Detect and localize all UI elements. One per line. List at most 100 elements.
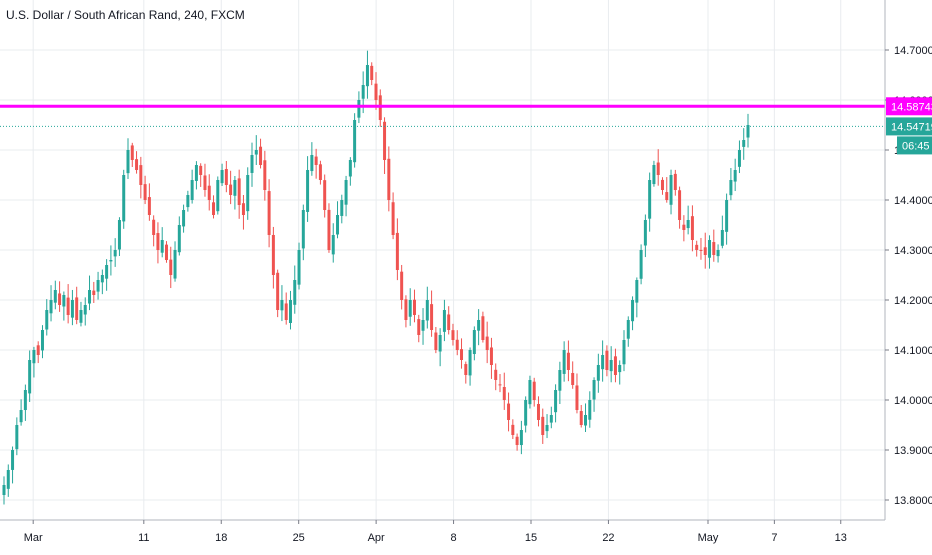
price-tick-label: 14.30000 bbox=[894, 245, 932, 257]
candle-body bbox=[152, 219, 156, 235]
candle-body bbox=[340, 200, 344, 216]
candle-body bbox=[477, 320, 481, 331]
candle-body bbox=[220, 170, 224, 184]
candle-body bbox=[314, 156, 318, 165]
candle-body bbox=[207, 185, 211, 200]
last-price-label: 14.54719 bbox=[891, 121, 932, 133]
level-layer bbox=[0, 104, 885, 127]
candle-body bbox=[519, 430, 523, 446]
resistance-price-badge bbox=[886, 97, 932, 116]
candle-body bbox=[259, 146, 263, 165]
candle-body bbox=[126, 150, 130, 174]
candle-body bbox=[246, 175, 250, 212]
candle-body bbox=[626, 320, 630, 339]
candle-body bbox=[357, 100, 361, 118]
candle-body bbox=[216, 180, 220, 212]
candle-body bbox=[631, 300, 635, 322]
price-tick-label: 14.00000 bbox=[894, 395, 932, 407]
time-tick-label: 18 bbox=[215, 532, 227, 544]
candle-body bbox=[494, 369, 498, 380]
chart-title: U.S. Dollar / South African Rand, 240, F… bbox=[6, 8, 245, 22]
candle-body bbox=[32, 350, 36, 364]
candle-body bbox=[682, 224, 686, 230]
candle-body bbox=[370, 65, 374, 80]
candle-body bbox=[79, 310, 83, 323]
candle-body bbox=[353, 120, 357, 163]
candle-body bbox=[280, 300, 284, 311]
candle-body bbox=[135, 159, 139, 170]
candle-body bbox=[678, 190, 682, 220]
candle-body bbox=[545, 425, 549, 432]
candle-body bbox=[584, 415, 588, 426]
candle-body bbox=[177, 225, 181, 253]
candle-body bbox=[665, 192, 669, 200]
candle-body bbox=[75, 297, 79, 320]
candle-body bbox=[28, 360, 32, 394]
candle-body bbox=[562, 350, 566, 374]
time-tick-label: 8 bbox=[451, 532, 457, 544]
candle-body bbox=[19, 410, 23, 423]
time-tick-label: Apr bbox=[368, 532, 385, 544]
candle-body bbox=[139, 165, 143, 185]
candle-body bbox=[156, 233, 160, 250]
countdown-badge bbox=[897, 136, 932, 155]
candle-body bbox=[434, 332, 438, 350]
candle-body bbox=[447, 314, 451, 330]
candle-body bbox=[566, 352, 570, 370]
candle-body bbox=[88, 290, 92, 304]
candle-body bbox=[212, 202, 216, 215]
candle-body bbox=[288, 300, 292, 323]
candle-body bbox=[742, 140, 746, 147]
candle-body bbox=[639, 250, 643, 279]
candle-body bbox=[601, 355, 605, 370]
candle-body bbox=[374, 83, 378, 100]
candle-body bbox=[605, 350, 609, 370]
candle-body bbox=[331, 235, 335, 255]
candle-body bbox=[301, 210, 305, 249]
candle-body bbox=[49, 300, 53, 314]
candle-body bbox=[673, 173, 677, 190]
candle-body bbox=[83, 305, 87, 315]
candle-body bbox=[451, 330, 455, 340]
candle-body bbox=[391, 202, 395, 235]
candle-body bbox=[164, 244, 168, 260]
candle-body bbox=[464, 364, 468, 375]
candle-body bbox=[511, 424, 515, 435]
candle-body bbox=[502, 387, 506, 400]
price-tick-label: 14.20000 bbox=[894, 295, 932, 307]
candle-body bbox=[53, 290, 57, 303]
candle-body bbox=[117, 220, 121, 250]
candle-body bbox=[613, 356, 617, 375]
candle-body bbox=[669, 175, 673, 205]
candle-body bbox=[425, 300, 429, 321]
candle-body bbox=[237, 178, 241, 205]
candle-body bbox=[173, 250, 177, 279]
candle-body bbox=[699, 249, 703, 251]
time-axis[interactable]: Mar 11 18 25 Apr 8 15 22 May 7 13 bbox=[24, 520, 847, 544]
candle-body bbox=[58, 293, 62, 305]
candle-body bbox=[297, 250, 301, 285]
candle-body bbox=[541, 416, 545, 435]
countdown-label: 06:45 bbox=[902, 140, 930, 152]
candle-body bbox=[241, 203, 245, 215]
price-tick-label: 14.10000 bbox=[894, 345, 932, 357]
candle-body bbox=[558, 370, 562, 391]
candle-body bbox=[536, 403, 540, 420]
candle-body bbox=[306, 170, 310, 212]
candle-body bbox=[695, 244, 699, 250]
candle-body bbox=[442, 310, 446, 332]
time-tick-label: 11 bbox=[138, 532, 149, 544]
candle-body bbox=[408, 300, 412, 317]
candle-body bbox=[327, 209, 331, 250]
candle-body bbox=[199, 165, 203, 175]
candle-body bbox=[460, 349, 464, 360]
candle-body bbox=[725, 200, 729, 232]
candle-body bbox=[229, 184, 233, 195]
candle-body bbox=[412, 299, 416, 315]
candle-body bbox=[592, 380, 596, 400]
time-tick-label: 15 bbox=[525, 532, 537, 544]
time-tick-label: 13 bbox=[835, 532, 847, 544]
price-axis[interactable]: 14.7000014.6000014.5000014.4000014.30000… bbox=[885, 45, 932, 507]
